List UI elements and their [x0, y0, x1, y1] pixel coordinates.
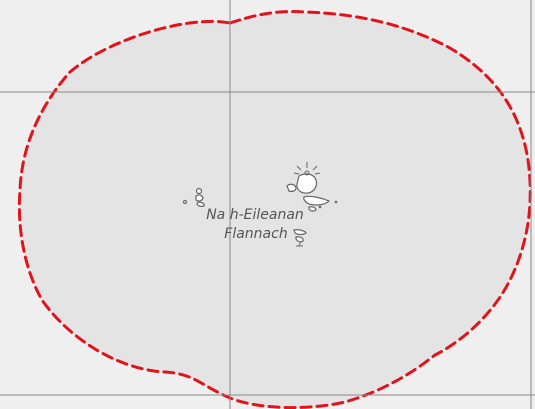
lighthouse-icon — [293, 162, 321, 176]
island-group-west — [182, 187, 205, 207]
island-group-south — [293, 229, 307, 243]
place-label-line2: Flannach — [224, 226, 287, 242]
boundary-area — [17, 10, 532, 409]
beacon-icon — [296, 240, 303, 247]
island-group-east — [286, 173, 338, 212]
place-label-line1: Na h-Eileanan — [206, 207, 304, 223]
